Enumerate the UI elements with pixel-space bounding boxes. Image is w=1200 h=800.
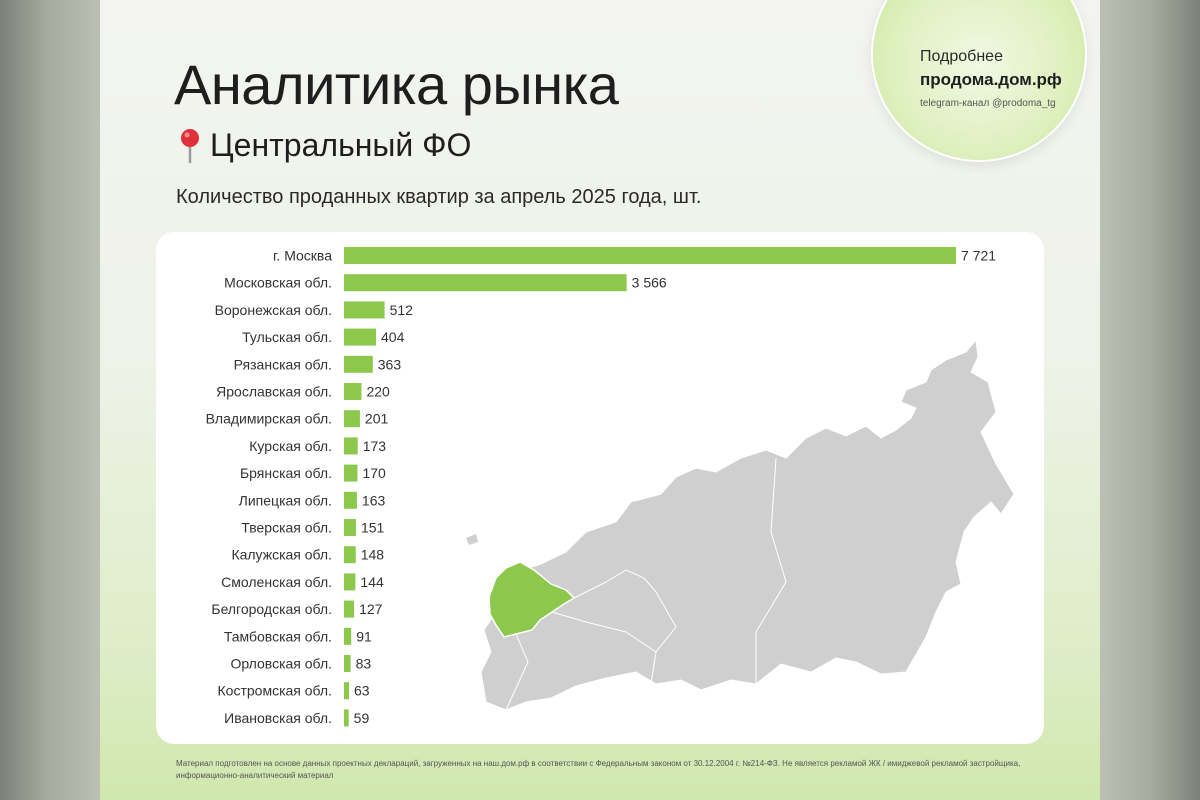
value-label: 144 (360, 574, 384, 590)
bar (344, 600, 355, 618)
bar (344, 274, 627, 292)
badge-site-link[interactable]: продома.дом.рф (920, 70, 1062, 89)
chart-panel: г. Москва 7 721 Московская обл. 3 566 Вороне… (156, 232, 1044, 744)
bars-layer: г. Москва 7 721 Московская обл. 3 566 Вороне… (206, 247, 996, 727)
value-label: 3 566 (632, 275, 667, 291)
category-label: Курская обл. (249, 438, 332, 454)
category-label: Калужская обл. (231, 547, 332, 563)
category-label: Ярославская обл. (216, 384, 332, 400)
category-label: Рязанская обл. (234, 356, 332, 372)
category-label: Воронежская обл. (215, 302, 332, 318)
chart-title: Количество проданных квартир за апрель 2… (176, 186, 702, 208)
bar (344, 491, 357, 509)
value-label: 7 721 (961, 248, 996, 264)
value-label: 83 (356, 656, 372, 672)
bar (344, 328, 377, 346)
category-label: Владимирская обл. (206, 411, 332, 427)
bar (344, 546, 356, 564)
page-title: Аналитика рынка (174, 53, 619, 116)
central-fo-highlight (488, 561, 576, 638)
bar (344, 519, 356, 536)
category-label: Белгородская обл. (211, 601, 332, 617)
location-pin-icon (181, 129, 199, 164)
badge-telegram-label: telegram-канал @prodoma_tg (920, 98, 1056, 109)
bar (344, 247, 956, 264)
bar (344, 383, 362, 400)
more-info-badge[interactable]: Подробнее продома.дом.рф telegram-канал … (873, 0, 1085, 160)
disclaimer-note: Материал подготовлен на основе данных пр… (176, 759, 1021, 780)
bar (344, 355, 373, 373)
bar (344, 464, 358, 482)
value-label: 201 (365, 411, 389, 427)
category-label: Липецкая обл. (239, 492, 332, 508)
value-label: 170 (362, 465, 386, 481)
value-label: 148 (361, 547, 385, 563)
bar (344, 655, 351, 672)
category-label: Смоленская обл. (221, 574, 332, 590)
russia-map-shape (480, 338, 1015, 711)
region-border-lines (505, 457, 787, 711)
category-label: Брянская обл. (240, 465, 332, 481)
category-label: Московская обл. (224, 275, 332, 291)
kaliningrad-shape (466, 534, 478, 545)
value-label: 59 (354, 710, 370, 726)
bar (344, 437, 358, 455)
value-label: 363 (378, 356, 402, 372)
region-name: Центральный ФО (210, 127, 472, 163)
value-label: 127 (359, 601, 383, 617)
value-label: 91 (356, 628, 372, 644)
bar (344, 709, 349, 727)
category-label: Орловская обл. (230, 656, 332, 672)
value-label: 163 (362, 492, 386, 508)
bar (344, 410, 360, 428)
bar-chart: г. Москва 7 721 Московская обл. 3 566 Вороне… (206, 247, 1015, 727)
badge-more-label: Подробнее (920, 48, 1003, 65)
category-label: Костромская обл. (218, 683, 332, 699)
value-label: 63 (354, 683, 370, 699)
infographic-card: Подробнее продома.дом.рф telegram-канал … (100, 0, 1100, 800)
value-label: 512 (390, 302, 414, 318)
value-label: 151 (361, 520, 385, 536)
value-label: 220 (366, 384, 390, 400)
bar (344, 627, 352, 645)
bar (344, 301, 385, 319)
bar (344, 573, 356, 591)
category-label: Тверская обл. (241, 520, 332, 536)
category-label: Ивановская обл. (224, 710, 332, 726)
category-label: Тамбовская обл. (224, 628, 332, 644)
bar (344, 682, 349, 700)
value-label: 173 (363, 438, 387, 454)
category-label: г. Москва (273, 248, 332, 264)
russia-map (466, 338, 1015, 711)
value-label: 404 (381, 329, 405, 345)
category-label: Тульская обл. (242, 329, 332, 345)
